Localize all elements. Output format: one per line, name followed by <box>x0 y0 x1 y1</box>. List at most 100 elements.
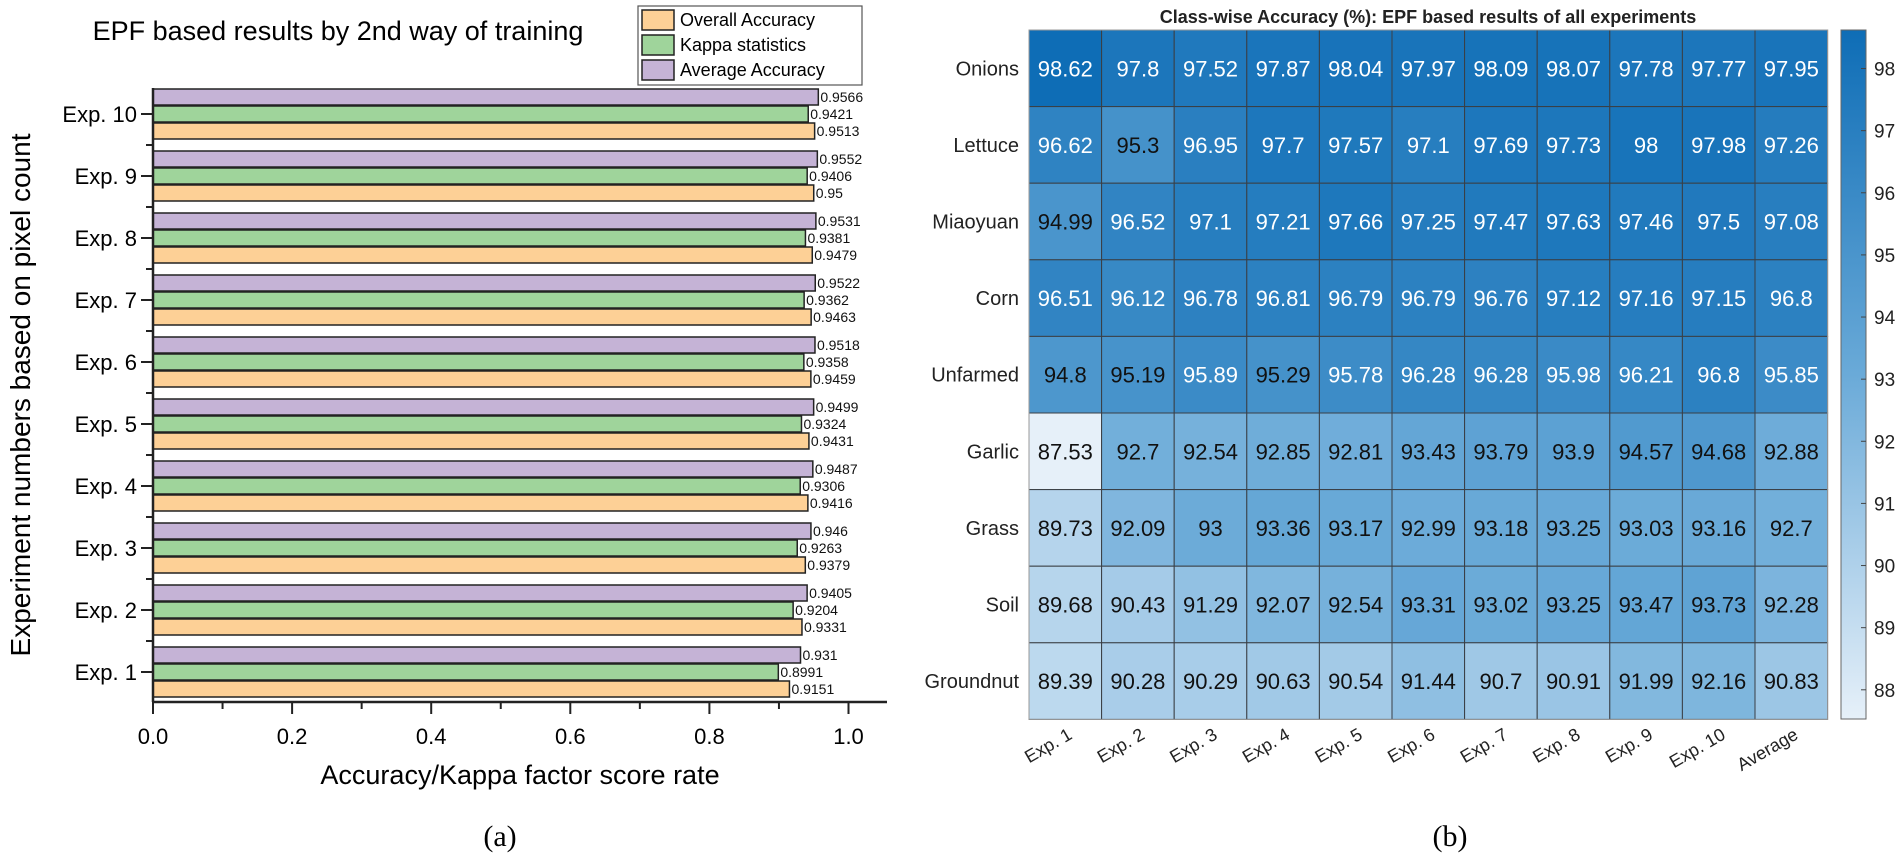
cell-value: 96.52 <box>1110 210 1165 235</box>
heatmap-cell <box>1318 259 1393 337</box>
cell-value: 96.79 <box>1328 286 1383 311</box>
bar-value-label: 0.9531 <box>818 213 861 229</box>
heatmap-cell <box>1754 106 1829 184</box>
column-label: Exp. 1 <box>1021 724 1075 767</box>
cell-value: 92.88 <box>1764 439 1819 464</box>
legend-swatch <box>641 9 675 31</box>
cell-value: 98.62 <box>1038 56 1093 81</box>
cell-value: 97.08 <box>1764 210 1819 235</box>
cell-value: 93.31 <box>1401 593 1456 618</box>
heatmap-cell <box>1536 29 1611 108</box>
cell-value: 92.54 <box>1328 593 1383 618</box>
legend-swatch <box>641 59 675 81</box>
cell-value: 97.21 <box>1256 210 1311 235</box>
heatmap-cell <box>1173 182 1248 261</box>
bar-value-label: 0.9416 <box>810 495 853 511</box>
bar-value-label: 0.9362 <box>806 292 849 308</box>
cell-value: 95.19 <box>1110 363 1165 388</box>
cell-value: 93.47 <box>1619 593 1674 618</box>
bar-chart-a: EPF based results by 2nd way of training… <box>5 5 887 853</box>
bar <box>152 150 819 168</box>
colorbar-tick-label: 95 <box>1874 246 1895 267</box>
heatmap-cell <box>1609 642 1683 720</box>
cell-value: 93.03 <box>1619 516 1674 541</box>
cell-value: 93.16 <box>1691 516 1746 541</box>
cell-value: 95.98 <box>1546 363 1601 388</box>
bar-value-label: 0.9358 <box>806 354 849 370</box>
cell-value: 90.91 <box>1546 669 1601 694</box>
cell-value: 96.62 <box>1038 133 1093 158</box>
cell-value: 94.8 <box>1044 363 1087 388</box>
heatmap-cells: 98.62 97.8 97.52 97.87 98.04 97.97 98.09 98.07 9… <box>1028 29 1829 720</box>
bar <box>152 212 817 230</box>
cell-value: 97.1 <box>1189 210 1232 235</box>
cell-value: 89.39 <box>1038 669 1093 694</box>
bar <box>152 105 809 123</box>
y-tick-label: Exp. 5 <box>75 412 137 437</box>
heatmap-cell <box>1536 106 1611 184</box>
heatmap-cell <box>1173 29 1248 108</box>
bar <box>152 680 791 698</box>
chart-b-title: Class-wise Accuracy (%): EPF based resul… <box>1160 7 1697 27</box>
bar-value-label: 0.9381 <box>807 230 850 246</box>
chart-a-ylabel: Experiment numbers based on pixel count <box>5 133 36 656</box>
cell-value: 92.16 <box>1691 669 1746 694</box>
column-label: Exp. 5 <box>1312 724 1366 767</box>
cell-value: 97.98 <box>1691 133 1746 158</box>
x-tick-label: 1.0 <box>833 724 864 749</box>
cell-value: 93.73 <box>1691 593 1746 618</box>
cell-value: 87.53 <box>1038 439 1093 464</box>
cell-value: 93.43 <box>1401 439 1456 464</box>
cell-value: 97.97 <box>1401 56 1456 81</box>
cell-value: 97.87 <box>1256 56 1311 81</box>
bar-value-label: 0.9405 <box>809 585 852 601</box>
cell-value: 93 <box>1198 516 1222 541</box>
heatmap-cell <box>1609 182 1683 261</box>
bar-value-label: 0.9566 <box>820 89 863 105</box>
cell-value: 89.68 <box>1038 593 1093 618</box>
cell-value: 94.57 <box>1619 439 1674 464</box>
bar <box>152 618 803 636</box>
bar-value-label: 0.9513 <box>817 123 860 139</box>
cell-value: 97.77 <box>1691 56 1746 81</box>
cell-value: 98.09 <box>1473 56 1528 81</box>
bar-value-label: 0.9499 <box>816 399 859 415</box>
bar <box>152 601 794 619</box>
bar <box>152 246 814 264</box>
heatmap-cell <box>1754 259 1829 337</box>
bar <box>152 370 812 388</box>
cell-value: 96.28 <box>1401 363 1456 388</box>
heatmap-cell <box>1246 335 1320 414</box>
cell-value: 93.25 <box>1546 516 1601 541</box>
heatmap-cell <box>1464 182 1538 261</box>
heatmap-cell <box>1246 29 1320 108</box>
cell-value: 90.28 <box>1110 669 1165 694</box>
cell-value: 95.78 <box>1328 363 1383 388</box>
heatmap-cell <box>1391 565 1466 644</box>
column-label: Exp. 7 <box>1457 724 1511 767</box>
colorbar-tick-label: 88 <box>1874 681 1895 702</box>
heatmap-cell <box>1464 489 1538 567</box>
heatmap-cell <box>1536 259 1611 337</box>
cell-value: 96.76 <box>1473 286 1528 311</box>
heatmap-cell <box>1028 335 1103 414</box>
cell-value: 98 <box>1634 133 1658 158</box>
heatmap-border <box>1028 29 1829 720</box>
bar-value-label: 0.9459 <box>813 371 856 387</box>
heatmap-cell <box>1101 489 1175 567</box>
cell-value: 97.7 <box>1262 133 1305 158</box>
bar-value-label: 0.9479 <box>814 247 857 263</box>
heatmap-cell <box>1536 412 1611 491</box>
cell-value: 92.85 <box>1256 439 1311 464</box>
cell-value: 89.73 <box>1038 516 1093 541</box>
bar <box>152 494 809 512</box>
bar <box>152 539 798 557</box>
cell-value: 96.8 <box>1770 286 1813 311</box>
cell-value: 92.7 <box>1770 516 1813 541</box>
bar-value-label: 0.9487 <box>815 461 858 477</box>
row-label: Grass <box>966 518 1019 540</box>
cell-value: 96.78 <box>1183 286 1238 311</box>
heatmap-cell <box>1028 565 1103 644</box>
cell-value: 90.43 <box>1110 593 1165 618</box>
